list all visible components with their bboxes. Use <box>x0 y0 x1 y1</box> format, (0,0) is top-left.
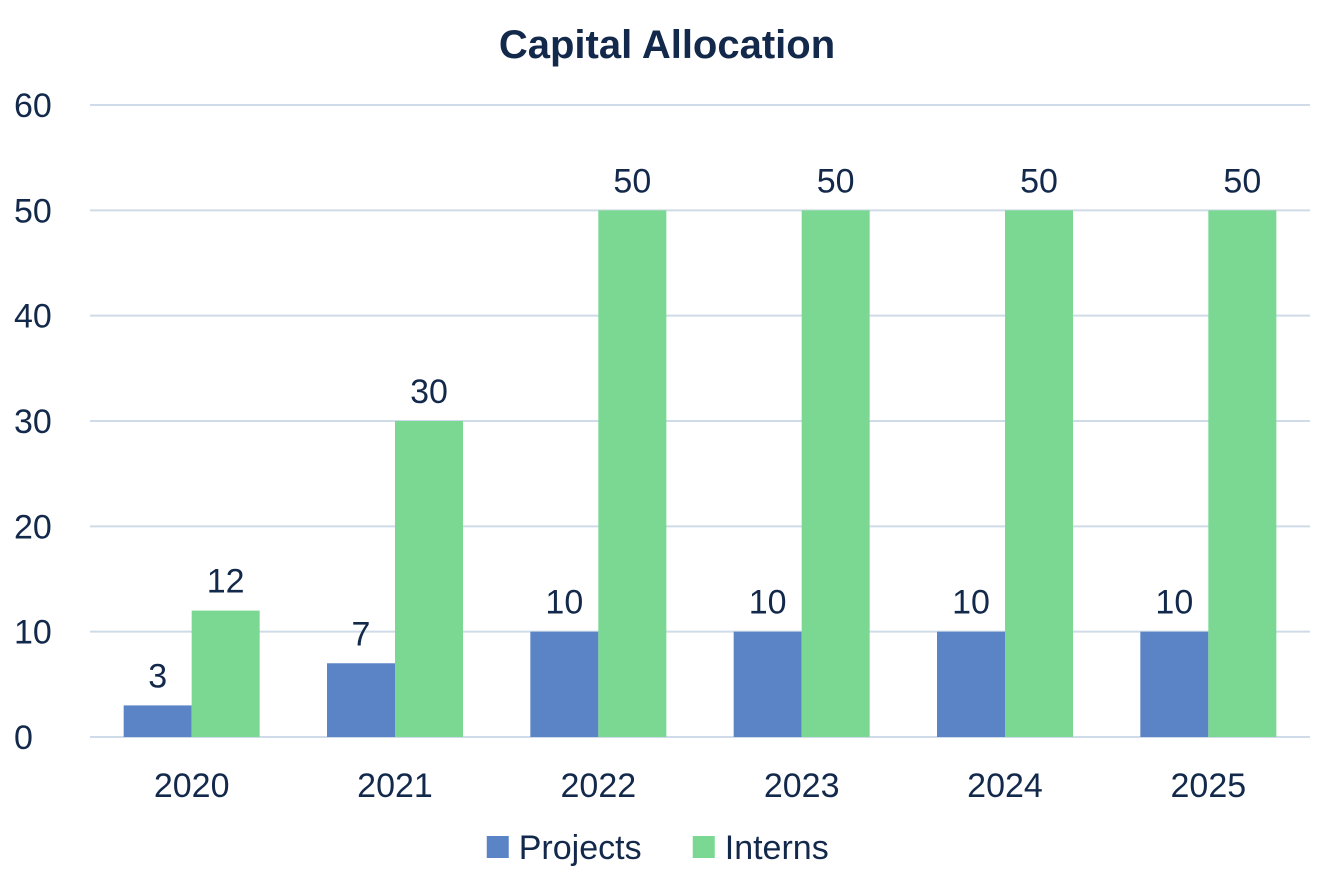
bar-interns-2023 <box>801 210 870 738</box>
bar-projects-2023 <box>733 631 802 737</box>
data-label-projects-2022: 10 <box>545 584 583 622</box>
bar-projects-2024 <box>937 631 1005 737</box>
y-tick-label: 10 <box>14 614 52 652</box>
data-label-interns-2024: 50 <box>1020 162 1058 200</box>
y-tick-label: 20 <box>14 508 52 546</box>
bar-projects-2020 <box>123 705 192 737</box>
y-tick-label: 0 <box>14 719 33 757</box>
x-tick-label: 2024 <box>967 767 1043 805</box>
y-tick-label: 40 <box>14 298 52 336</box>
y-tick-label: 30 <box>14 403 52 441</box>
x-tick-label: 2023 <box>764 767 840 805</box>
data-label-projects-2024: 10 <box>952 584 990 622</box>
data-label-interns-2021: 30 <box>410 373 448 411</box>
data-label-projects-2023: 10 <box>749 584 787 622</box>
data-label-interns-2022: 50 <box>613 162 651 200</box>
x-tick-label: 2021 <box>357 767 433 805</box>
bar-interns-2024 <box>1005 210 1073 738</box>
y-tick-label: 50 <box>14 192 52 230</box>
x-tick-label: 2020 <box>154 767 230 805</box>
bar-interns-2021 <box>395 421 463 737</box>
bar-interns-2022 <box>598 210 667 738</box>
bar-projects-2022 <box>530 631 599 737</box>
data-label-projects-2020: 3 <box>148 657 167 695</box>
data-label-interns-2023: 50 <box>817 162 855 200</box>
legend-swatch-projects <box>486 836 509 858</box>
chart-title: Capital Allocation <box>499 23 835 67</box>
bar-interns-2025 <box>1208 210 1277 738</box>
y-axis-ticks: 0 10 20 30 40 50 60 <box>14 87 52 757</box>
bar-projects-2025 <box>1140 631 1209 737</box>
x-axis-ticks: 2020 2021 2022 2023 2024 2025 <box>154 767 1246 805</box>
x-tick-label: 2025 <box>1171 767 1247 805</box>
data-label-projects-2021: 7 <box>352 615 371 653</box>
legend-label-projects: Projects <box>519 829 642 867</box>
data-labels: 3 12 7 30 10 50 10 50 10 50 10 50 <box>148 162 1261 695</box>
gridlines <box>90 104 1310 738</box>
legend-label-interns: Interns <box>725 829 829 867</box>
y-tick-label: 60 <box>14 87 52 125</box>
data-label-interns-2025: 50 <box>1223 162 1261 200</box>
bar-interns-2020 <box>191 610 260 737</box>
data-label-projects-2025: 10 <box>1155 584 1193 622</box>
legend: Projects Interns <box>486 829 829 867</box>
bar-projects-2021 <box>327 663 395 737</box>
bars <box>123 210 1277 738</box>
x-tick-label: 2022 <box>561 767 637 805</box>
legend-swatch-interns <box>692 836 715 858</box>
data-label-interns-2020: 12 <box>207 563 245 601</box>
